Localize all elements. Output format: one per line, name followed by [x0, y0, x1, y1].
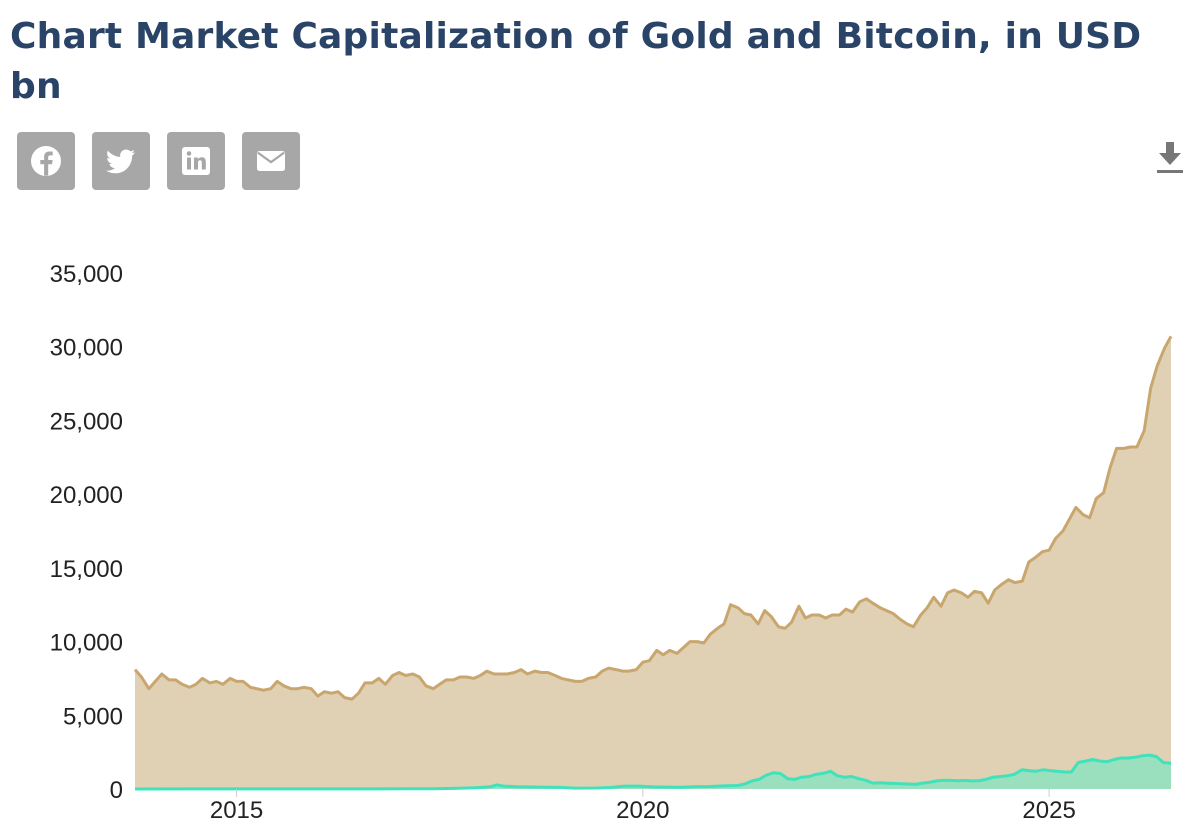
- y-tick-label: 20,000: [50, 482, 123, 509]
- bitcoin-series-area: [135, 755, 1171, 789]
- share-bar: [17, 132, 300, 190]
- twitter-icon: [106, 149, 135, 174]
- email-share-button[interactable]: [242, 132, 300, 190]
- y-tick-label: 0: [110, 777, 123, 804]
- y-tick-label: 5,000: [63, 703, 123, 730]
- x-tick-label: 2020: [616, 797, 669, 824]
- linkedin-share-button[interactable]: [167, 132, 225, 190]
- y-tick-label: 25,000: [50, 408, 123, 435]
- x-tick-label: 2025: [1022, 797, 1075, 824]
- facebook-icon: [31, 146, 61, 176]
- y-tick-label: 30,000: [50, 335, 123, 362]
- bitcoin-series-line: [134, 753, 1172, 791]
- download-button[interactable]: [1155, 140, 1185, 176]
- download-icon: [1157, 142, 1183, 173]
- twitter-share-button[interactable]: [92, 132, 150, 190]
- facebook-share-button[interactable]: [17, 132, 75, 190]
- gold-series-area: [135, 336, 1171, 789]
- chart-title: Chart Market Capitalization of Gold and …: [10, 16, 1142, 107]
- x-tick-label: 2015: [210, 797, 263, 824]
- y-tick-label: 10,000: [50, 630, 123, 657]
- y-tick-label: 15,000: [50, 556, 123, 583]
- envelope-icon: [257, 151, 285, 171]
- linkedin-icon: [182, 147, 210, 175]
- y-tick-label: 35,000: [50, 261, 123, 288]
- gold-series-line: [133, 335, 1173, 701]
